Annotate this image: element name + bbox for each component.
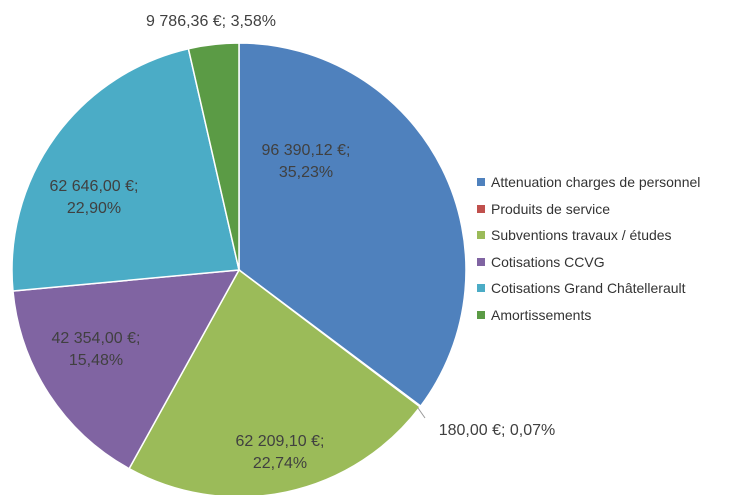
- legend-entry: Cotisations CCVG: [477, 254, 605, 270]
- legend-label: Cotisations CCVG: [491, 253, 605, 270]
- pie-slice: [128, 268, 422, 495]
- pie-slice: [187, 42, 240, 271]
- pie-slice: [11, 47, 240, 292]
- legend-entry: Produits de service: [477, 201, 610, 217]
- legend-entry: Subventions travaux / études: [477, 227, 672, 243]
- data-label: 62 646,00 €; 22,90%: [49, 178, 139, 217]
- legend-entry: Amortissements: [477, 307, 591, 323]
- data-label: 62 209,10 €; 22,74%: [235, 433, 325, 472]
- data-label: 9 786,36 €; 3,58%: [146, 13, 276, 30]
- legend-swatch: [477, 284, 485, 292]
- legend-label: Produits de service: [491, 200, 611, 217]
- data-label: 42 354,00 €; 15,48%: [51, 330, 141, 369]
- legend-swatch: [477, 231, 485, 239]
- leader-line: [417, 407, 426, 419]
- legend-entry: Attenuation charges de personnel: [477, 174, 700, 190]
- pie-slice: [12, 269, 241, 470]
- data-label: 96 390,12 €; 35,23%: [261, 142, 351, 181]
- legend-swatch: [477, 257, 485, 266]
- legend-label: Subventions travaux / études: [491, 227, 672, 243]
- legend-swatch: [477, 178, 485, 186]
- legend-swatch: [477, 310, 485, 319]
- legend-label: Cotisations Grand Châtellerault: [491, 280, 686, 296]
- legend-label: Attenuation charges de personnel: [491, 174, 701, 190]
- legend-swatch: [477, 204, 485, 213]
- data-label: 180,00 €; 0,07%: [438, 422, 556, 439]
- legend-entry: Cotisations Grand Châtellerault: [477, 280, 686, 296]
- legend-label: Amortissements: [491, 306, 592, 323]
- pie-slice: [238, 42, 467, 408]
